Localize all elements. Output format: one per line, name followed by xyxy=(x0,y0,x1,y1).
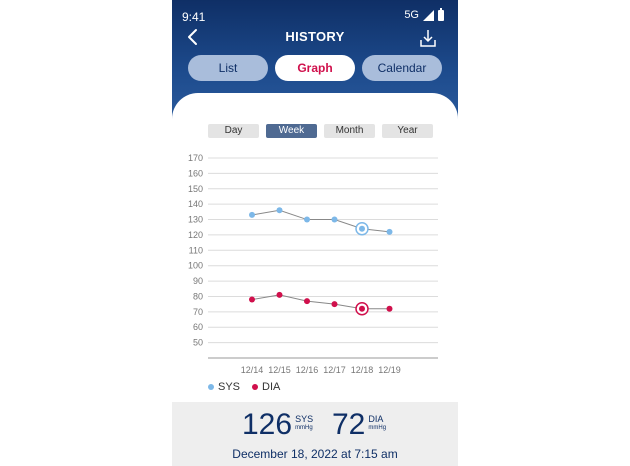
status-icons: 5G xyxy=(404,7,444,21)
status-time: 9:41 xyxy=(182,10,206,24)
y-tick-label: 70 xyxy=(193,307,203,317)
data-point-dia xyxy=(249,296,255,303)
data-point-sys xyxy=(276,207,283,214)
dia-label: DIA xyxy=(368,414,384,424)
data-point-dia xyxy=(304,298,310,305)
bp-line-chart: 170 160 150 140 130 120 110 100 90 80 70 60 50 12/14 1… xyxy=(188,153,438,375)
legend-dot-sys xyxy=(208,384,214,390)
y-tick-label: 170 xyxy=(188,153,203,163)
range-tab-day[interactable]: Day xyxy=(208,124,259,138)
sys-reading: 126 SYS mmHg xyxy=(242,410,313,440)
y-tick-label: 160 xyxy=(188,168,203,178)
legend-dot-dia xyxy=(252,384,259,390)
page-title: HISTORY xyxy=(285,29,345,44)
sys-value: 126 xyxy=(242,408,293,441)
legend-item-sys: SYS xyxy=(208,381,240,393)
legend-label-dia: DIA xyxy=(262,381,281,393)
tab-list[interactable]: List xyxy=(188,55,268,81)
download-icon[interactable] xyxy=(418,28,438,48)
range-tab-week[interactable]: Week xyxy=(266,124,317,138)
chart-legend: SYS DIA xyxy=(208,381,280,393)
dia-reading: 72 DIA mmHg xyxy=(332,410,386,440)
y-tick-label: 90 xyxy=(193,276,203,286)
battery-icon xyxy=(438,7,444,21)
y-tick-label: 110 xyxy=(189,245,203,255)
range-tab-year[interactable]: Year xyxy=(382,124,433,138)
graph-card xyxy=(172,93,458,413)
dia-meta: DIA mmHg xyxy=(368,414,386,432)
phone-screen: 9:41 5G HISTORY List Graph Calendar Day … xyxy=(172,0,458,466)
chevron-left-icon[interactable] xyxy=(184,27,202,47)
y-tick-label: 140 xyxy=(188,199,203,209)
sys-meta: SYS mmHg xyxy=(295,414,313,432)
network-label: 5G xyxy=(404,9,419,21)
y-tick-label: 130 xyxy=(188,215,203,225)
data-point-dia xyxy=(359,305,365,312)
series-line-dia xyxy=(251,294,390,310)
x-tick-label: 12/17 xyxy=(323,365,346,375)
sys-label: SYS xyxy=(295,414,314,424)
x-tick-label: 12/16 xyxy=(296,365,319,375)
tab-graph[interactable]: Graph xyxy=(275,55,355,81)
dia-unit: mmHg xyxy=(368,425,387,431)
signal-icon xyxy=(423,9,434,21)
tab-calendar[interactable]: Calendar xyxy=(362,55,442,81)
data-point-sys xyxy=(359,225,365,232)
x-tick-label: 12/14 xyxy=(241,365,264,375)
y-tick-label: 100 xyxy=(188,261,203,271)
y-tick-label: 120 xyxy=(188,230,203,240)
legend-label-sys: SYS xyxy=(218,381,241,393)
reading-summary: 126 SYS mmHg 72 DIA mmHg December 18, 20… xyxy=(172,402,458,466)
x-tick-label: 12/15 xyxy=(268,365,291,375)
dia-value: 72 xyxy=(332,408,366,441)
x-tick-label: 12/18 xyxy=(351,365,374,375)
y-tick-label: 50 xyxy=(193,338,203,348)
data-point-dia xyxy=(276,291,283,298)
legend-item-dia: DIA xyxy=(252,381,280,393)
y-tick-label: 150 xyxy=(188,184,203,194)
y-tick-label: 80 xyxy=(193,291,203,301)
data-point-sys xyxy=(249,211,255,218)
y-tick-label: 60 xyxy=(193,322,203,332)
data-point-sys xyxy=(304,216,310,223)
series-line-sys xyxy=(251,209,390,233)
data-point-dia xyxy=(331,301,338,308)
sys-unit: mmHg xyxy=(295,425,313,431)
reading-timestamp: December 18, 2022 at 7:15 am xyxy=(232,447,398,461)
x-tick-label: 12/19 xyxy=(378,365,401,375)
data-point-sys xyxy=(331,216,338,223)
range-tab-month[interactable]: Month xyxy=(324,124,375,138)
data-point-dia xyxy=(386,305,393,312)
data-point-sys xyxy=(386,228,393,235)
